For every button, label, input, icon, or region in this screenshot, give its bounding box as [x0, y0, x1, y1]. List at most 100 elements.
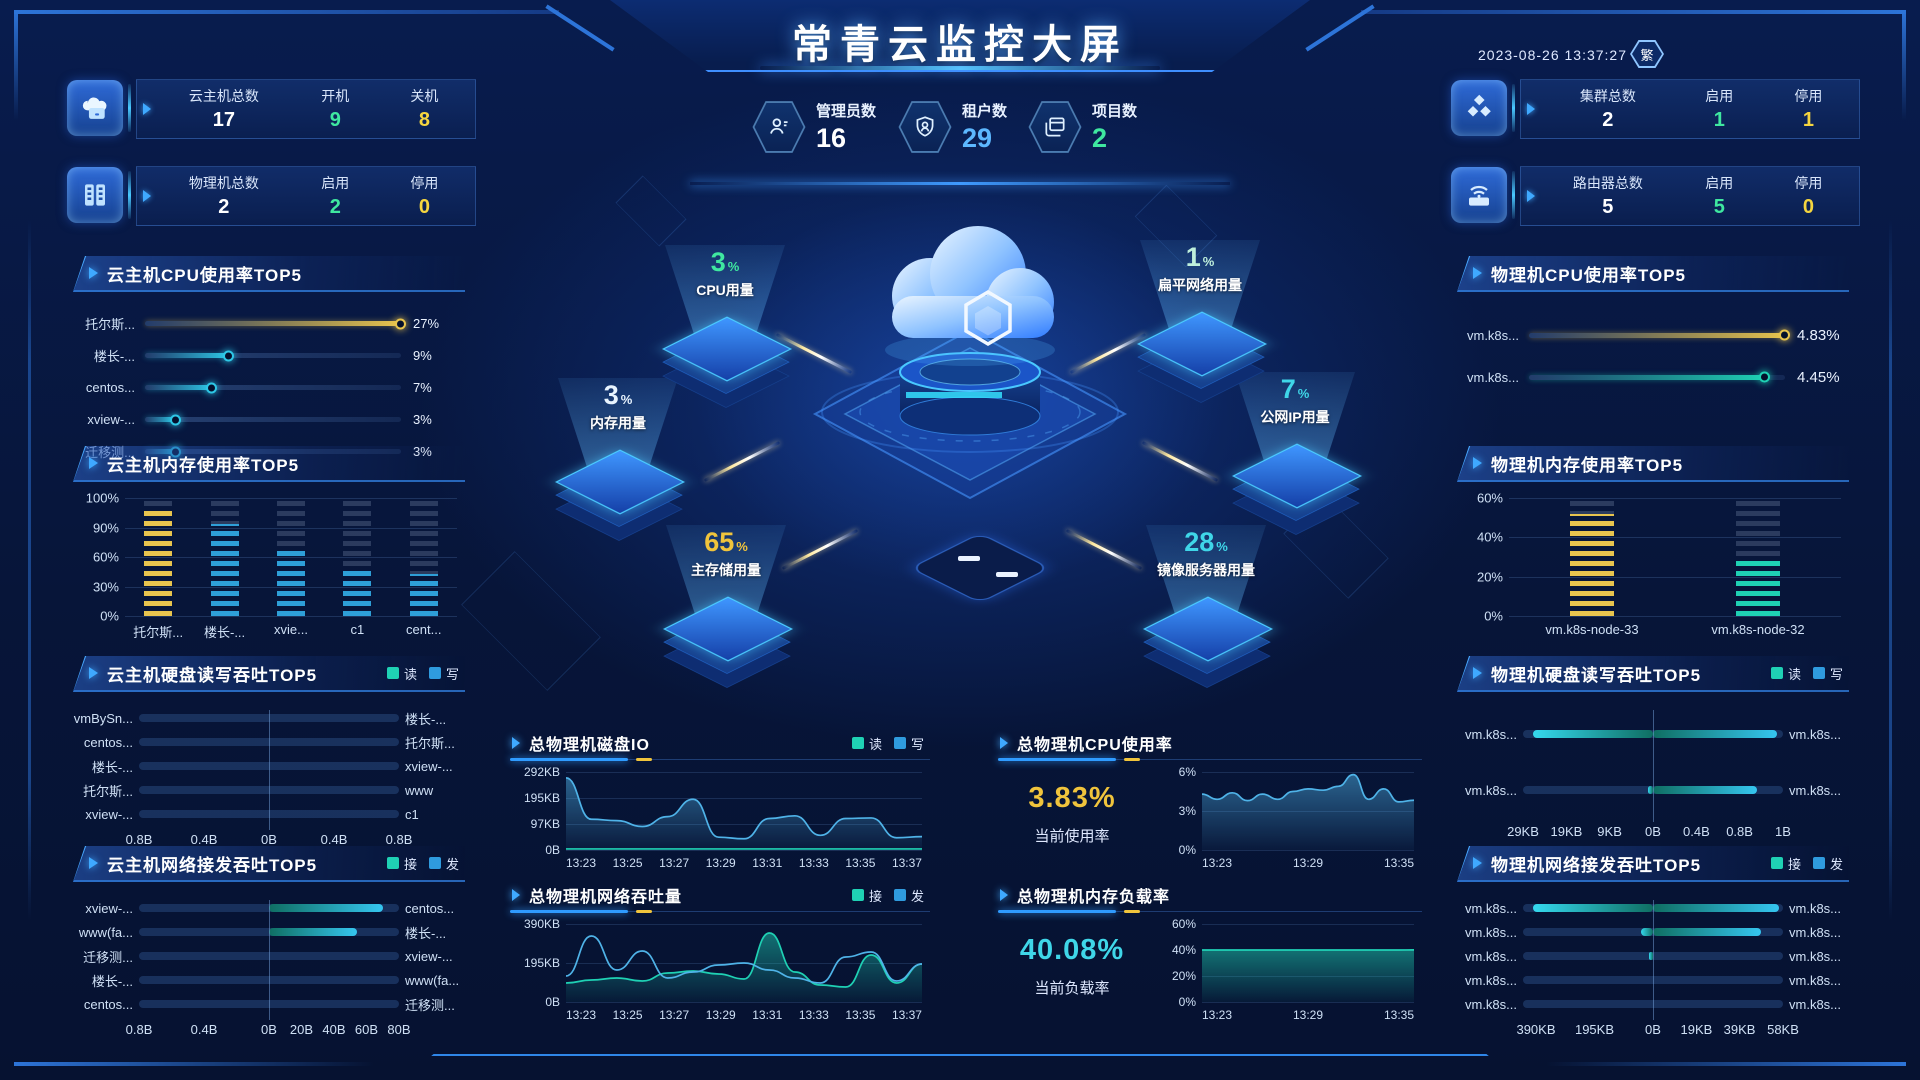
legend-item: 发: [893, 886, 924, 905]
legend-label: 写: [445, 666, 459, 682]
chart-legend: 接发: [851, 886, 930, 905]
chart-row: 3.83% 当前使用率 6% 3% 0% 13:23 13:29 13:35: [998, 765, 1422, 872]
bar-track: [139, 904, 399, 912]
y-tick: 195KB: [523, 956, 560, 970]
row-label-left: vm.k8s...: [1464, 900, 1517, 916]
phy-disk-top5-chart: vm.k8s... vm.k8s... vm.k8s... vm.k8s... 29KB…: [1457, 692, 1849, 842]
underline-track: [998, 911, 1422, 912]
bar-track: [145, 350, 401, 361]
chart-row: centos... 迁移测...: [84, 992, 455, 1016]
row-label-right: www: [405, 782, 434, 798]
card-arrow-icon: [1527, 103, 1535, 115]
panel-header: 总物理机内存负载率: [998, 882, 1422, 908]
router-icon-box: [1451, 167, 1507, 223]
frame-right-rail: [1889, 220, 1892, 920]
panel-header: 云主机网络接发吞吐TOP5 接发: [73, 846, 465, 882]
axis-tick: 19KB: [1550, 824, 1583, 839]
total-mem-load-chart: 60% 40% 20% 0% 13:23 13:29 13:35: [1146, 917, 1422, 1024]
router-icon: [1469, 185, 1489, 206]
bar-track: [139, 810, 399, 818]
axis-tick: 0.4B: [190, 1022, 218, 1037]
panel-header: 物理机内存使用率TOP5: [1457, 446, 1849, 482]
y-tick: 20%: [1171, 969, 1196, 983]
axis-tick: 80B: [387, 1022, 411, 1037]
legend-swatch: [428, 857, 441, 869]
bar-track: [139, 1000, 399, 1008]
header-underline: [510, 758, 930, 762]
grid-line: [566, 772, 922, 773]
row-label-left: 楼长-...: [91, 973, 133, 989]
current-usage-value: 3.83%: [1028, 782, 1116, 814]
phy-net-top5-chart: vm.k8s... vm.k8s... vm.k8s... vm.k8s... vm.k…: [1457, 882, 1849, 1040]
row-label-left: www(fa...: [78, 924, 133, 940]
panel-header: 总物理机磁盘IO 读写: [510, 730, 930, 756]
node-label: 主存储用量: [691, 562, 761, 578]
legend-label: 写: [910, 736, 924, 752]
row-label-right: vm.k8s...: [1789, 782, 1842, 798]
x-label: c1: [350, 622, 365, 637]
row-label-right: www(fa...: [405, 972, 460, 988]
physical-server-stat-card: 物理机总数 2 启用 2 停用 0: [136, 166, 476, 226]
y-tick: 3%: [1178, 804, 1196, 818]
y-tick: 6%: [1178, 765, 1196, 779]
x-tick: 13:31: [752, 1008, 783, 1022]
x-tick: 13:29: [1292, 1008, 1324, 1022]
axis-tick: 0B: [261, 832, 277, 847]
x-tick: 13:25: [612, 1008, 643, 1022]
datetime-display: 2023-08-26 13:37:27: [1478, 47, 1627, 63]
bar-fill-left: [1533, 730, 1653, 738]
frame-bottom-right-line: [1546, 1062, 1906, 1066]
stat-text: 租户数 29: [962, 100, 1007, 154]
panel-arrow-icon: [1473, 267, 1482, 279]
phy-mem-top5-chart: vm.k8s-node-33 vm.k8s-node-32 60% 40% 20% 0%: [1457, 482, 1849, 637]
stat-col: 启用 1: [1675, 86, 1764, 132]
panel-title: 物理机网络接发吞吐TOP5: [1491, 855, 1702, 875]
stat-col: 路由器总数 5: [1541, 173, 1675, 219]
legend-label: 读: [868, 736, 882, 752]
stat-col: 关机 8: [380, 86, 469, 132]
project-icon: [1030, 103, 1080, 151]
bar-track: [139, 786, 399, 794]
stat-label: 云主机总数: [188, 88, 259, 104]
stat-text: 管理员数 16: [816, 100, 876, 154]
node-label: 扁平网络用量: [1158, 277, 1242, 293]
card-arrow-icon: [143, 103, 151, 115]
node-value-unit: %: [727, 259, 740, 274]
y-tick: 40%: [1476, 529, 1503, 545]
x-tick: 13:37: [891, 856, 922, 870]
grid-line: [566, 924, 922, 925]
axis-tick: 39KB: [1723, 1022, 1756, 1037]
y-tick: 60%: [1171, 917, 1196, 931]
y-tick: 0%: [100, 608, 119, 624]
y-tick: 97KB: [530, 817, 560, 831]
slider-row: 托尔斯... 27%: [73, 313, 465, 334]
stat-col: 云主机总数 17: [157, 86, 291, 132]
y-tick: 0%: [1178, 995, 1196, 1009]
row-label-left: vm.k8s...: [1464, 924, 1517, 940]
underline-accent: [998, 758, 1116, 761]
stat-value: 2: [329, 196, 341, 218]
bar-column: xvie...: [274, 498, 308, 637]
panel-phy-disk-top5: 物理机硬盘读写吞吐TOP5 读写 vm.k8s... vm.k8s... vm.k8s…: [1457, 656, 1849, 844]
row-label-left: centos...: [83, 734, 133, 750]
y-tick: 20%: [1476, 569, 1503, 585]
legend-swatch: [893, 889, 906, 901]
legend-item: 接: [386, 854, 417, 873]
bar-fill: [1570, 513, 1614, 616]
bar-fill: [409, 573, 438, 616]
x-tick: 13:35: [1383, 856, 1414, 870]
admin-count-stat: 管理员数 16: [752, 100, 876, 154]
bar-column: cent...: [406, 498, 441, 637]
bar-fill: [276, 551, 305, 616]
axis-tick: 58KB: [1767, 1022, 1799, 1037]
bar-knob: [169, 414, 181, 425]
axis-tick: 0.8B: [385, 832, 413, 847]
row-label-right: vm.k8s...: [1789, 900, 1842, 916]
vm-mem-top5-chart: 托尔斯... 楼长-... xvie... c1 cent... 100% 90% 60% 30…: [73, 482, 465, 640]
panel-arrow-icon: [89, 857, 98, 869]
x-tick: 13:23: [566, 856, 597, 870]
stat-col: 开机 9: [291, 86, 380, 132]
current-load-label: 当前负载率: [1034, 980, 1110, 997]
node-value: 3%: [630, 247, 820, 278]
storage-base-box: [909, 532, 1051, 604]
